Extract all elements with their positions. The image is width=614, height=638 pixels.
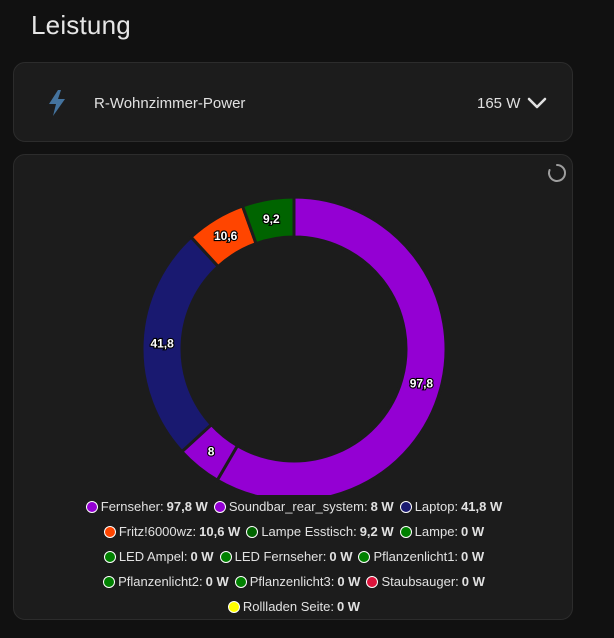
entity-value: 165 W xyxy=(477,95,521,112)
legend-item[interactable]: LED Fernseher: 0 W xyxy=(219,547,353,566)
legend-value: 97,8 W xyxy=(166,499,208,514)
legend-item[interactable]: Lampe Esstisch: 9,2 W xyxy=(246,522,394,541)
legend-item[interactable]: LED Ampel: 0 W xyxy=(103,547,214,566)
slice-data-label: 8 xyxy=(208,445,215,459)
legend-value: 0 W xyxy=(461,574,485,589)
legend-item[interactable]: Pflanzenlicht3: 0 W xyxy=(234,572,361,591)
legend-item[interactable]: Fernseher: 97,8 W xyxy=(85,497,208,516)
entity-row-card[interactable]: R-Wohnzimmer-Power 165 W xyxy=(13,62,573,142)
legend-label: Laptop: xyxy=(414,499,459,514)
legend-label: Pflanzenlicht2: xyxy=(118,574,203,589)
legend-label: Lampe Esstisch: xyxy=(261,524,357,539)
slice-data-label: 41,8 xyxy=(150,336,174,350)
donut-slice-4[interactable] xyxy=(240,195,296,246)
donut-chart: 97,8 8 41,8 10,6 9,2 xyxy=(140,195,448,495)
legend-item[interactable]: Soundbar_rear_system: 8 W xyxy=(213,497,394,516)
legend-label: Pflanzenlicht1: xyxy=(373,549,459,564)
legend-item[interactable]: Fritz!6000wz: 10,6 W xyxy=(103,522,241,541)
legend-item[interactable]: Staubsauger: 0 W xyxy=(366,572,485,591)
flash-icon xyxy=(49,90,65,116)
chart-legend: Fernseher: 97,8 W Soundbar_rear_system: 8 W… xyxy=(14,497,574,616)
legend-swatch xyxy=(85,500,98,513)
legend-swatch xyxy=(234,575,247,588)
legend-value: 10,6 W xyxy=(199,524,241,539)
legend-swatch xyxy=(399,500,412,513)
chevron-down-icon[interactable] xyxy=(526,93,548,113)
legend-value: 0 W xyxy=(329,549,353,564)
legend-swatch xyxy=(399,525,412,538)
page-title: Leistung xyxy=(31,10,131,40)
legend-label: Soundbar_rear_system: xyxy=(228,499,368,514)
legend-item[interactable]: Pflanzenlicht1: 0 W xyxy=(358,547,484,566)
legend-value: 0 W xyxy=(337,574,361,589)
legend-swatch xyxy=(358,550,371,563)
legend-label: Staubsauger: xyxy=(381,574,459,589)
slice-data-label: 97,8 xyxy=(410,377,434,391)
legend-value: 9,2 W xyxy=(359,524,394,539)
legend-swatch xyxy=(103,575,116,588)
legend-label: Rollladen Seite: xyxy=(242,599,334,614)
legend-swatch xyxy=(213,500,226,513)
chart-card: 97,8 8 41,8 10,6 9,2 Fernseher: 97,8 W Soundba… xyxy=(13,154,573,620)
legend-label: LED Fernseher: xyxy=(234,549,327,564)
legend-value: 8 W xyxy=(370,499,394,514)
legend-item[interactable]: Laptop: 41,8 W xyxy=(399,497,503,516)
slice-data-label: 10,6 xyxy=(214,229,238,243)
legend-item[interactable]: Lampe: 0 W xyxy=(399,522,485,541)
legend-value: 0 W xyxy=(190,549,214,564)
legend-label: Lampe: xyxy=(414,524,459,539)
legend-swatch xyxy=(103,525,116,538)
entity-name: R-Wohnzimmer-Power xyxy=(94,95,246,112)
legend-item[interactable]: Rollladen Seite: 0 W xyxy=(227,597,361,616)
legend-swatch xyxy=(103,550,116,563)
legend-swatch xyxy=(246,525,259,538)
legend-label: Fernseher: xyxy=(100,499,164,514)
legend-label: LED Ampel: xyxy=(118,549,188,564)
legend-value: 0 W xyxy=(205,574,229,589)
legend-swatch xyxy=(227,600,240,613)
legend-swatch xyxy=(219,550,232,563)
slice-data-label: 9,2 xyxy=(263,212,280,226)
refresh-icon[interactable] xyxy=(546,162,568,184)
legend-swatch xyxy=(366,575,379,588)
legend-item[interactable]: Pflanzenlicht2: 0 W xyxy=(103,572,229,591)
legend-value: 0 W xyxy=(461,524,485,539)
legend-label: Pflanzenlicht3: xyxy=(249,574,335,589)
legend-value: 41,8 W xyxy=(461,499,503,514)
donut-slice-0[interactable] xyxy=(215,195,448,495)
legend-value: 0 W xyxy=(461,549,485,564)
legend-label: Fritz!6000wz: xyxy=(118,524,197,539)
legend-value: 0 W xyxy=(336,599,361,614)
